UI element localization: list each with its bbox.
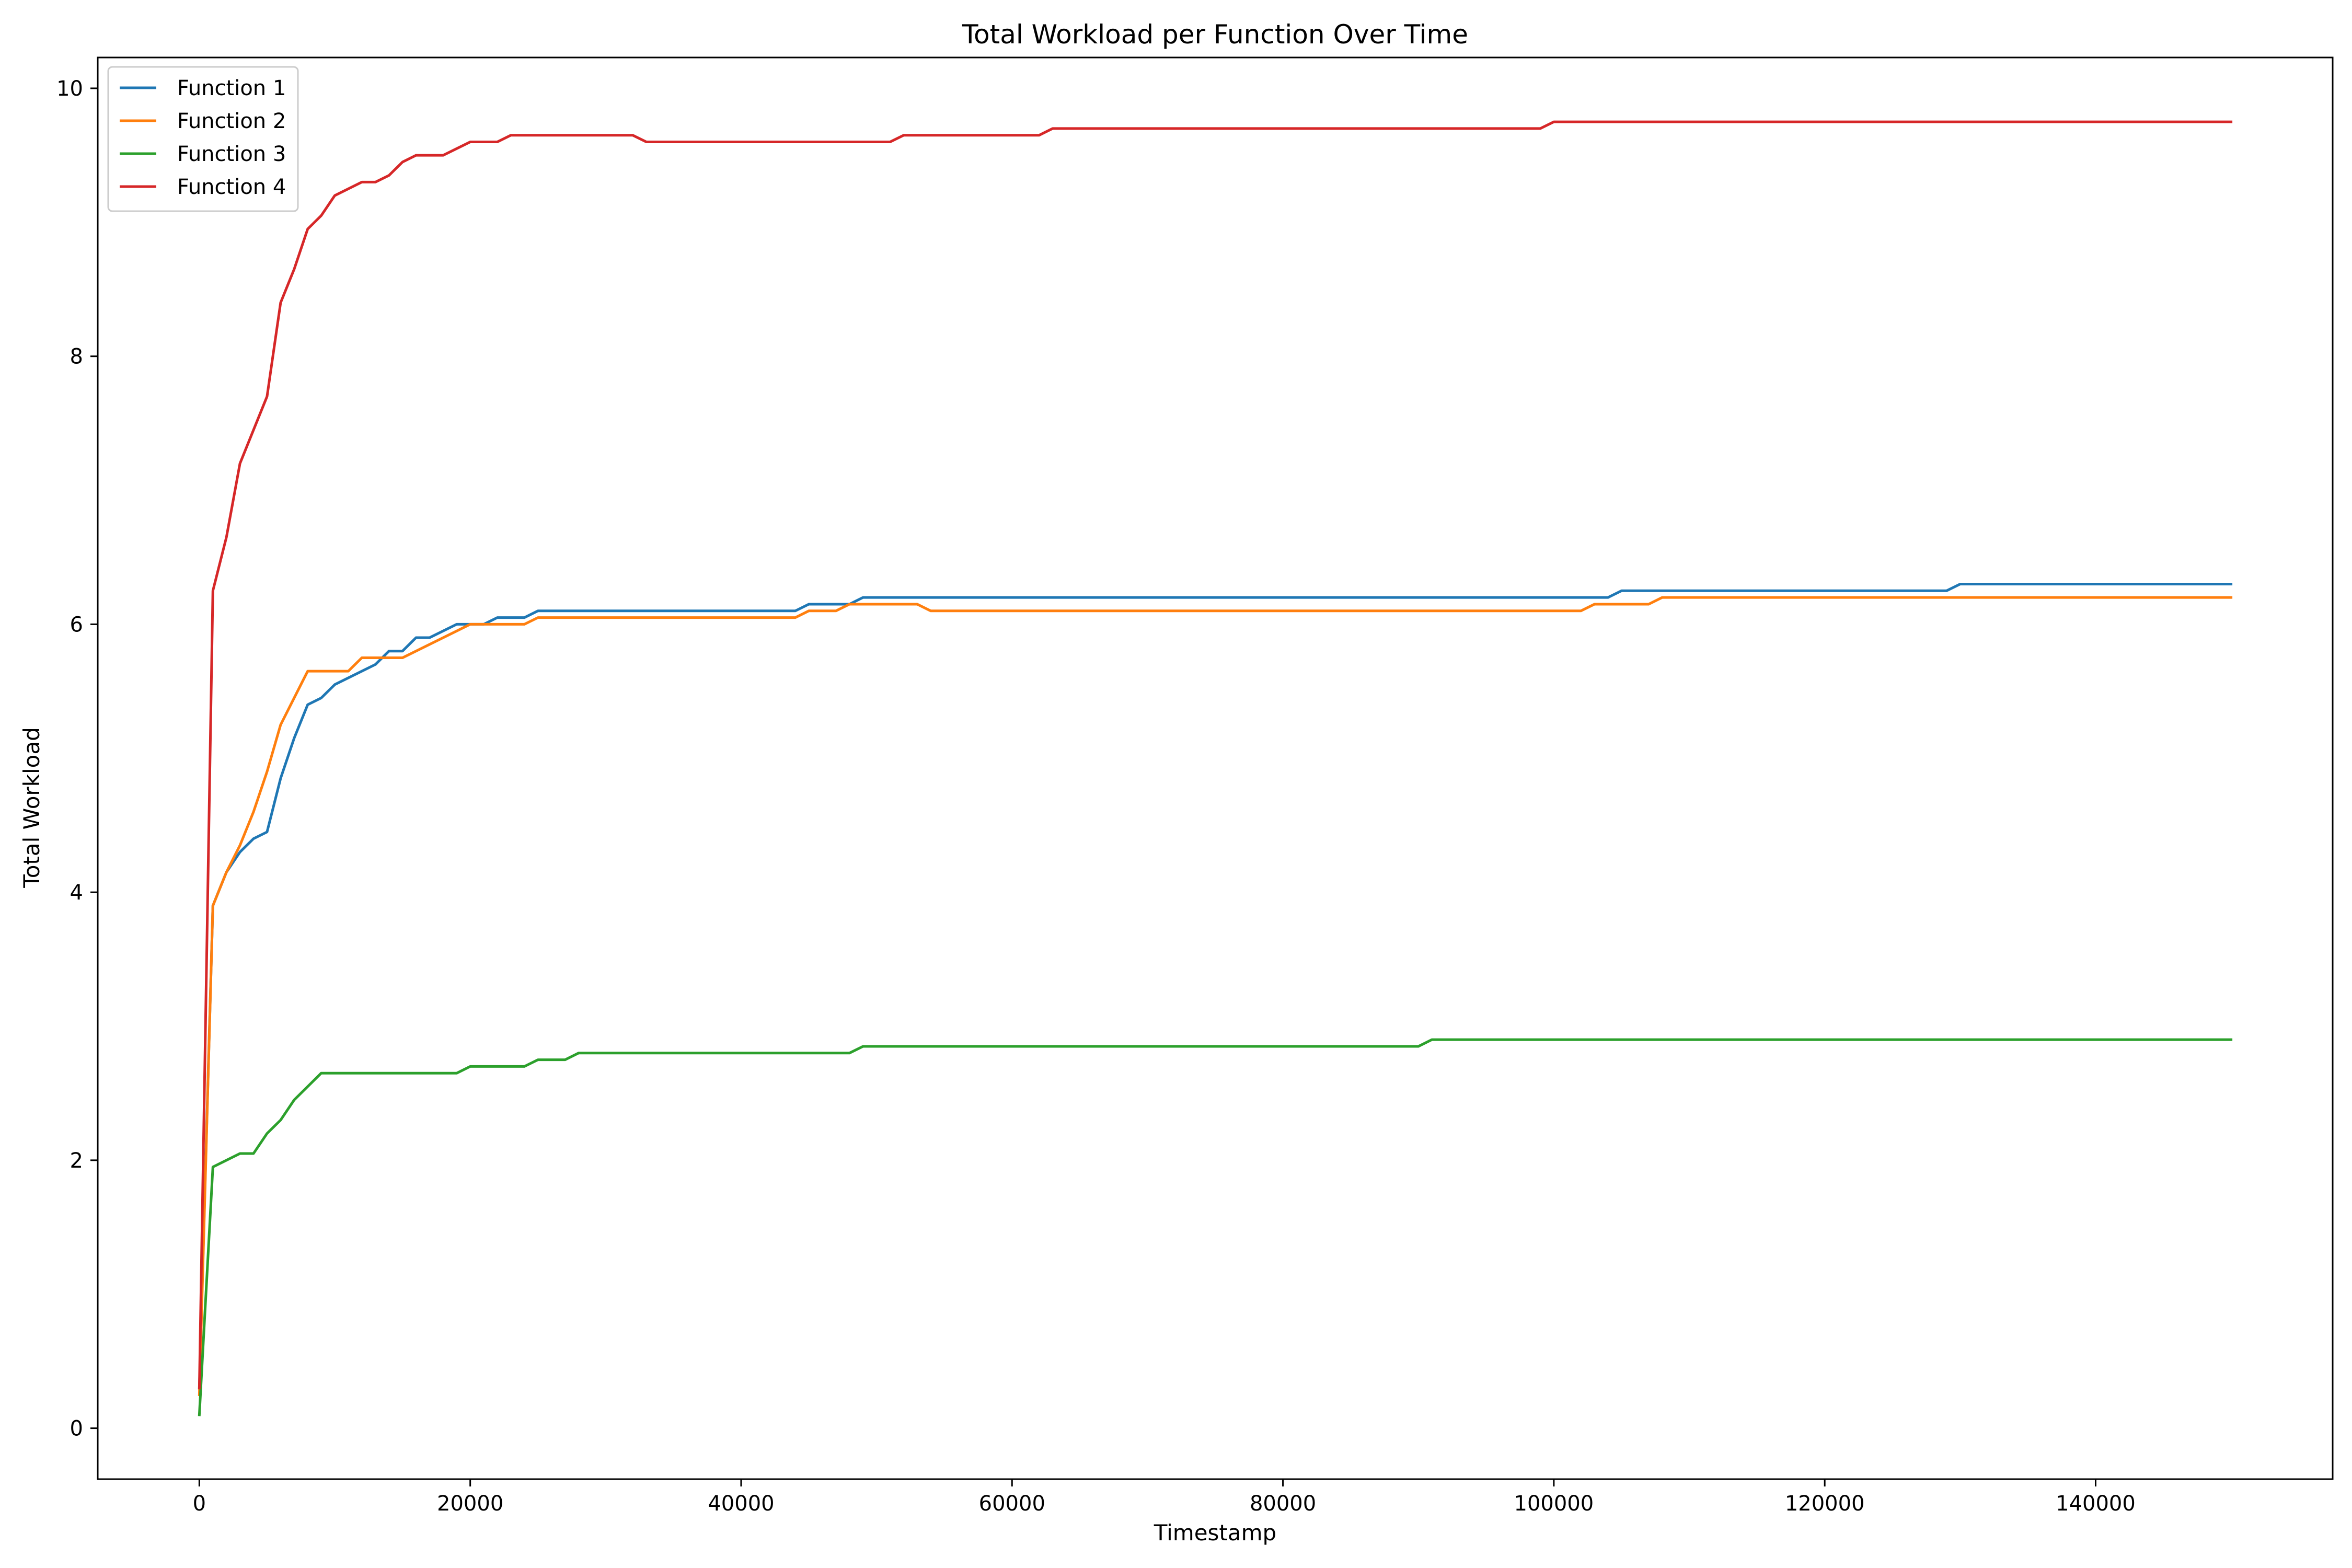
series-line-function-4 <box>198 120 2233 1390</box>
y-axis-label: Total Workload <box>19 727 44 889</box>
x-tick-label: 20000 <box>437 1492 503 1516</box>
y-tick-label: 0 <box>70 1417 83 1441</box>
y-tick-label: 6 <box>70 613 83 637</box>
legend-label: Function 1 <box>177 76 286 100</box>
legend-box <box>107 66 299 212</box>
y-tick-label: 4 <box>70 881 83 905</box>
x-tick-label: 100000 <box>1514 1492 1594 1516</box>
legend: Function 1 Function 2 Function 3 Function 4 <box>107 66 299 212</box>
y-tick-label: 10 <box>56 77 83 101</box>
series-line-function-3 <box>198 1038 2233 1416</box>
legend-label: Function 3 <box>177 142 286 166</box>
chart-title: Total Workload per Function Over Time <box>962 19 1468 50</box>
plot-frame <box>97 56 2334 1480</box>
series-line-function-1 <box>198 583 2233 1390</box>
legend-label: Function 2 <box>177 109 286 133</box>
series-layer <box>198 120 2233 1416</box>
x-tick-label: 80000 <box>1250 1492 1316 1516</box>
y-tick-label: 2 <box>70 1149 83 1173</box>
legend-label: Function 4 <box>177 175 286 199</box>
x-axis-label: Timestamp <box>1154 1520 1276 1546</box>
series-line-function-2 <box>198 596 2233 1397</box>
x-tick-label: 40000 <box>708 1492 774 1516</box>
y-axis-ticks: 0 2 4 6 8 10 <box>56 77 98 1441</box>
x-axis-ticks: 0 20000 40000 60000 80000 100000 120000 140000 <box>193 1479 2136 1516</box>
x-tick-label: 140000 <box>2056 1492 2136 1516</box>
x-tick-label: 0 <box>193 1492 206 1516</box>
y-tick-label: 8 <box>70 345 83 369</box>
x-tick-label: 120000 <box>1785 1492 1865 1516</box>
x-tick-label: 60000 <box>979 1492 1045 1516</box>
